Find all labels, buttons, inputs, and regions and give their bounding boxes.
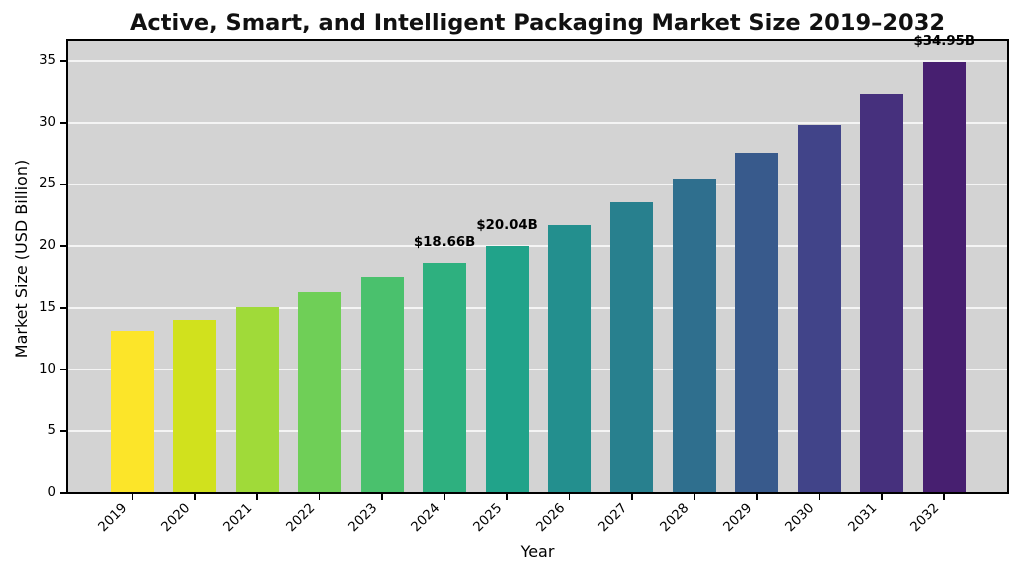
y-tick-label-15: 15 (39, 299, 56, 315)
x-tick-mark-2021 (256, 494, 258, 500)
y-tick-label-10: 10 (39, 361, 56, 377)
y-tick-mark-10 (60, 368, 66, 371)
chart-title: Active, Smart, and Intelligent Packaging… (129, 10, 946, 36)
x-tick-mark-2019 (131, 494, 134, 500)
bar-2021 (235, 306, 279, 492)
y-tick-mark-30 (60, 121, 66, 124)
bar-2028 (672, 178, 716, 492)
bar-value-label-2024: $18.66B (413, 235, 476, 251)
x-tick-mark-2028 (693, 494, 696, 500)
x-tick-mark-2025 (506, 494, 508, 500)
y-tick-mark-5 (60, 430, 66, 433)
bar-2032 (922, 61, 966, 492)
bar-2023 (360, 276, 404, 492)
x-axis-label: Year (520, 542, 555, 561)
gridline-5 (68, 430, 1007, 433)
y-tick-mark-25 (60, 183, 66, 186)
gridline-35 (68, 60, 1007, 62)
gridline-10 (68, 368, 1007, 371)
y-tick-mark-15 (60, 307, 66, 309)
bar-2026 (548, 225, 592, 492)
bar-value-label-2025: $20.04B (476, 218, 538, 234)
bar-2030 (797, 124, 841, 492)
bar-2027 (610, 202, 654, 492)
gridline-20 (68, 245, 1007, 247)
x-tick-mark-2031 (881, 494, 883, 500)
x-tick-mark-2023 (381, 494, 383, 500)
y-tick-label-25: 25 (39, 176, 56, 192)
y-tick-mark-0 (60, 492, 66, 494)
x-tick-mark-2029 (756, 494, 758, 500)
plot-area: $18.66B $20.04B $34.95B (66, 35, 1009, 494)
gridline-15 (68, 307, 1007, 309)
bar-2022 (298, 292, 342, 492)
x-tick-mark-2030 (818, 494, 821, 500)
x-tick-mark-2024 (443, 494, 446, 500)
x-tick-mark-2027 (631, 494, 633, 500)
y-tick-label-5: 5 (47, 423, 56, 439)
y-tick-label-30: 30 (39, 114, 56, 130)
bar-2029 (735, 152, 779, 492)
x-tick-mark-2022 (318, 494, 321, 500)
x-tick-mark-2032 (943, 494, 946, 500)
bar-2024 (423, 262, 467, 492)
y-tick-label-20: 20 (39, 238, 56, 254)
bar-value-label-2032: $34.95B (913, 34, 975, 50)
x-tick-mark-2020 (193, 494, 196, 500)
gridline-25 (68, 183, 1007, 186)
bar-2019 (110, 331, 154, 492)
y-tick-mark-35 (60, 60, 66, 62)
bar-2020 (173, 319, 217, 492)
y-tick-label-35: 35 (39, 52, 56, 68)
y-tick-mark-20 (60, 245, 66, 247)
bar-2025 (485, 245, 529, 492)
gridline-30 (68, 121, 1007, 124)
y-tick-label-0: 0 (47, 485, 56, 500)
x-tick-mark-2026 (568, 494, 571, 500)
bar-2031 (860, 93, 904, 492)
